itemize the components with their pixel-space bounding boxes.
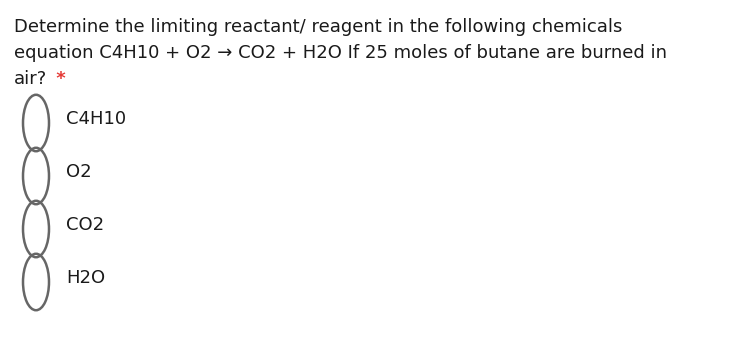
Text: CO2: CO2 <box>66 216 104 234</box>
Text: Determine the limiting reactant/ reagent in the following chemicals: Determine the limiting reactant/ reagent… <box>14 18 623 36</box>
Text: *: * <box>50 70 66 88</box>
Text: equation C4H10 + O2 → CO2 + H2O If 25 moles of butane are burned in: equation C4H10 + O2 → CO2 + H2O If 25 mo… <box>14 44 667 62</box>
Text: H2O: H2O <box>66 269 105 287</box>
Text: C4H10: C4H10 <box>66 110 126 128</box>
Text: air?: air? <box>14 70 47 88</box>
Text: O2: O2 <box>66 163 91 181</box>
